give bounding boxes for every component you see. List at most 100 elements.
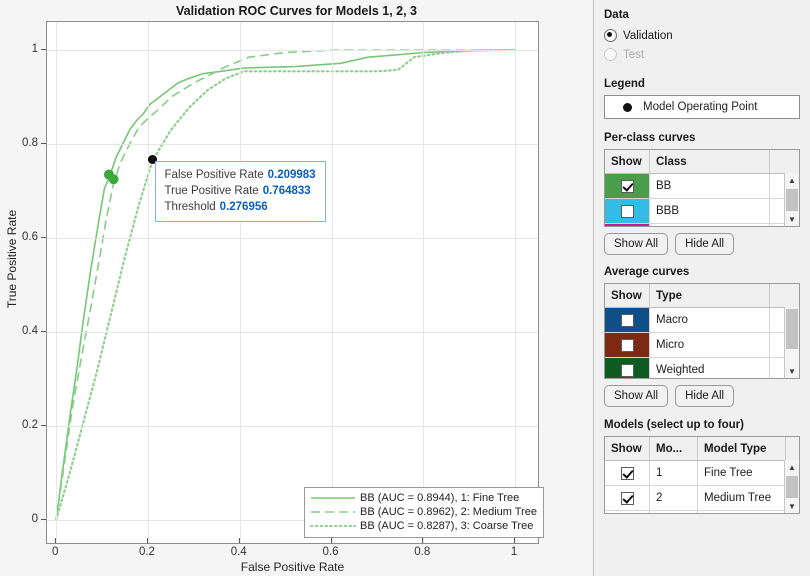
average-curves-show-cell[interactable] [605,358,650,378]
legend-line-sample [311,497,355,499]
x-tick-mark [55,538,57,543]
gridline-horizontal [47,237,538,239]
average-curves-column-header[interactable]: Show [605,284,650,307]
average-curves-show-cell[interactable] [605,333,650,357]
per-class-row[interactable]: BB [605,174,799,199]
models-checkbox[interactable] [620,491,634,505]
scroll-thumb[interactable] [786,309,798,349]
scroll-up-icon[interactable]: ▲ [788,175,796,185]
radio-validation-icon [604,29,617,42]
per-class-row[interactable]: CCC [605,224,799,226]
average-buttons: Show All Hide All [604,385,800,407]
x-tick-label: 0.4 [230,546,247,558]
chart-legend-entry: BB (AUC = 0.8944), 1: Fine Tree [310,491,537,505]
average-curves-row[interactable]: Weighted [605,358,799,378]
average-curves-scrollbar[interactable]: ▲▼ [784,307,799,378]
models-row[interactable]: 1 Fine Tree [605,461,799,486]
models-show-cell[interactable] [605,511,650,513]
scroll-down-icon[interactable]: ▼ [788,214,796,224]
per-class-show-all-button[interactable]: Show All [604,233,669,255]
models-cell [698,511,786,513]
x-tick-label: 0 [51,546,59,558]
gridline-vertical [147,22,149,543]
x-tick-mark [514,538,516,543]
y-tick-label: 0.4 [22,324,38,337]
models-checkbox[interactable] [620,466,634,480]
radio-validation-label: Validation [623,29,673,42]
legend-operating-point-box[interactable]: Model Operating Point [604,95,800,119]
scroll-down-icon[interactable]: ▼ [788,501,796,511]
legend-section-title: Legend [604,78,645,90]
models-column-header[interactable]: Show [605,437,650,460]
average-curves-show-cell[interactable] [605,308,650,332]
radio-test-icon [604,48,617,61]
data-tip[interactable]: False Positive Rate 0.209983 True Positiv… [154,161,326,223]
average-hide-all-button[interactable]: Hide All [675,385,735,407]
scroll-down-icon[interactable]: ▼ [788,366,796,376]
average-curves-row[interactable]: Macro [605,308,799,333]
plot-axes[interactable] [46,21,539,544]
roc-curve-model-2[interactable] [55,49,516,520]
average-curves-checkbox[interactable] [620,313,634,327]
gridline-vertical [331,22,333,543]
chart-legend[interactable]: BB (AUC = 0.8944), 1: Fine Tree BB (AUC =… [304,487,544,538]
data-tip-threshold-label: Threshold [164,201,216,214]
roc-curves-svg [55,49,517,521]
per-class-header: Show Class [605,150,799,174]
per-class-header-spacer [770,150,799,173]
selected-point-marker[interactable] [147,155,157,165]
data-tip-tpr-label: True Positive Rate [164,185,259,198]
per-class-column-header[interactable]: Show [605,150,650,173]
average-section-title: Average curves [604,266,690,278]
scroll-thumb[interactable] [786,476,798,498]
x-tick-mark [238,538,240,543]
x-tick-label: 0.8 [414,546,431,558]
data-tip-tpr-value: 0.764833 [262,185,311,198]
model-operating-point-2[interactable] [108,174,119,185]
per-class-row[interactable]: BBB [605,199,799,224]
per-class-show-cell[interactable] [605,224,650,226]
roc-curve-model-1[interactable] [55,49,516,520]
average-curves-column-header[interactable]: Type [650,284,770,307]
per-class-scrollbar[interactable]: ▲ ▼ [784,173,799,226]
models-show-cell[interactable] [605,486,650,510]
average-curves-row[interactable]: Micro [605,333,799,358]
y-tick-mark [41,518,46,520]
data-tip-threshold-value: 0.276956 [219,201,268,214]
scroll-thumb[interactable] [786,189,798,211]
models-table[interactable]: Show Mo... Model Type 1 Fine Tree 2 Medium Tre… [604,436,800,514]
average-curves-checkbox[interactable] [620,338,634,352]
data-tip-tpr-row: True Positive Rate 0.764833 [165,183,316,199]
per-class-checkbox[interactable] [620,179,634,193]
y-tick-mark [41,49,46,51]
per-class-show-cell[interactable] [605,199,650,223]
per-class-show-cell[interactable] [605,174,650,198]
x-tick-label: 0.2 [138,546,155,558]
radio-test: Test [604,45,800,64]
per-class-column-header[interactable]: Class [650,150,770,173]
models-row[interactable] [605,511,799,513]
average-curves-header-spacer [770,284,799,307]
average-curves-cell: Weighted [650,358,770,378]
chart-legend-entry: BB (AUC = 0.8287), 3: Coarse Tree [310,519,537,533]
models-row[interactable]: 2 Medium Tree [605,486,799,511]
scroll-up-icon[interactable]: ▲ [788,462,796,472]
average-show-all-button[interactable]: Show All [604,385,669,407]
data-tip-fpr-value: 0.209983 [267,169,316,182]
radio-validation[interactable]: Validation [604,26,800,45]
y-tick-label: 0.8 [22,137,38,150]
models-scrollbar[interactable]: ▲ ▼ [784,460,799,513]
per-class-hide-all-button[interactable]: Hide All [675,233,735,255]
per-class-checkbox[interactable] [620,204,634,218]
models-column-header[interactable]: Mo... [650,437,698,460]
roc-curve-model-3[interactable] [55,49,517,521]
data-tip-fpr-row: False Positive Rate 0.209983 [165,167,316,183]
gridline-horizontal [47,331,538,333]
per-class-table[interactable]: ShowClassBBBBBCCC▲▼ [604,149,800,227]
average-curves-checkbox[interactable] [620,363,634,377]
models-column-header[interactable]: Model Type [698,437,786,460]
models-show-cell[interactable] [605,461,650,485]
y-tick-label: 0.2 [22,418,38,431]
